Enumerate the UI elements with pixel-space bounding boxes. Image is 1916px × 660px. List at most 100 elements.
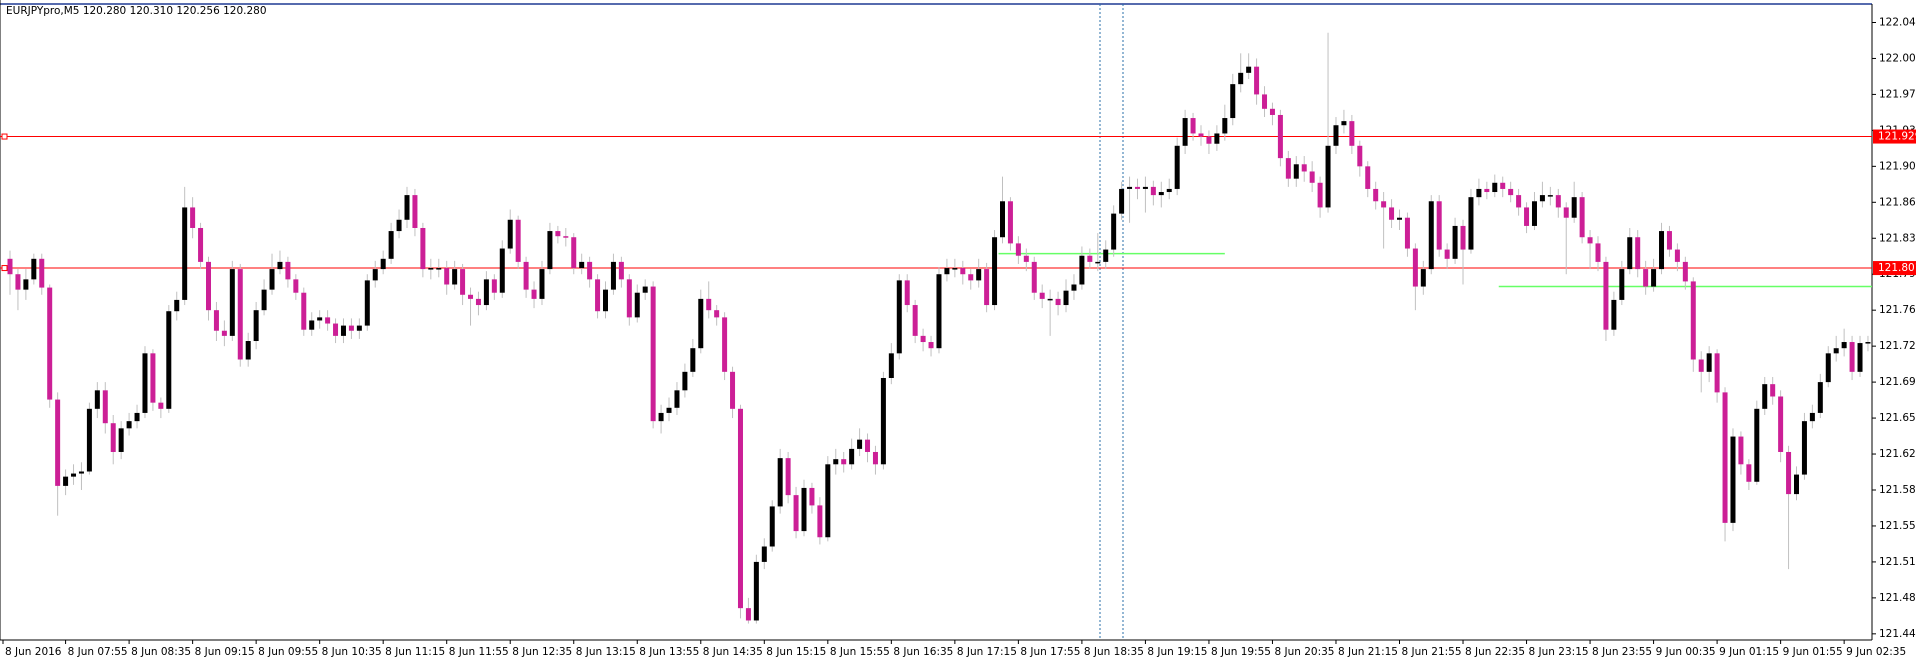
x-tick-label: 8 Jun 09:15 bbox=[195, 646, 255, 658]
candle-body bbox=[833, 459, 839, 465]
candle-body bbox=[698, 298, 704, 349]
candle-body bbox=[86, 408, 92, 472]
x-tick-label: 8 Jun 23:55 bbox=[1592, 646, 1652, 658]
candle-body bbox=[603, 289, 608, 312]
candle-body bbox=[1182, 118, 1188, 146]
candle-body bbox=[15, 274, 21, 290]
candle-body bbox=[198, 227, 204, 262]
candle-body bbox=[1007, 201, 1013, 244]
candle-body bbox=[1841, 342, 1847, 349]
candle-body bbox=[1436, 201, 1442, 250]
candle-body bbox=[587, 261, 593, 280]
candle-body bbox=[1095, 261, 1101, 264]
y-tick-label: 121.970 bbox=[1879, 88, 1916, 100]
candle-body bbox=[63, 476, 69, 486]
x-tick-label: 8 Jun 17:55 bbox=[1020, 646, 1080, 658]
candle-body bbox=[1468, 197, 1474, 250]
candle-body bbox=[142, 353, 148, 413]
candle-body bbox=[1531, 201, 1537, 226]
candle-body bbox=[190, 207, 196, 228]
candle-body bbox=[968, 274, 974, 281]
y-tick-label: 121.760 bbox=[1879, 304, 1916, 316]
price-label: 121.801 bbox=[1878, 262, 1916, 274]
candle-body bbox=[325, 317, 331, 324]
candle-body bbox=[71, 473, 77, 477]
candle-body bbox=[1150, 186, 1156, 196]
candle-body bbox=[547, 231, 553, 270]
candle-body bbox=[896, 280, 902, 354]
candle-body bbox=[78, 471, 84, 474]
candle-body bbox=[182, 207, 188, 300]
candle-body bbox=[793, 495, 799, 532]
candle-body bbox=[722, 317, 728, 372]
candle-body bbox=[1682, 261, 1688, 282]
candle-body bbox=[1230, 84, 1236, 119]
candle-body bbox=[1666, 231, 1672, 250]
candle-body bbox=[404, 195, 410, 220]
candle-body bbox=[563, 236, 569, 238]
candle-body bbox=[682, 371, 688, 391]
y-tick-label: 121.585 bbox=[1879, 484, 1916, 496]
candle-body bbox=[1277, 114, 1283, 159]
candle-body bbox=[1698, 359, 1704, 372]
candle-body bbox=[666, 407, 672, 413]
chart-title: EURJPYpro,M5 120.280 120.310 120.256 120… bbox=[6, 5, 267, 17]
candle-body bbox=[1214, 133, 1220, 144]
candle-body bbox=[1674, 249, 1680, 262]
candle-body bbox=[1563, 207, 1569, 218]
candle-body bbox=[1476, 188, 1482, 198]
price-labels: 121.929 121.801 bbox=[1873, 129, 1916, 276]
candle-body bbox=[1857, 343, 1863, 372]
price-label-box bbox=[1873, 261, 1916, 276]
x-tick-label: 8 Jun 15:55 bbox=[830, 646, 890, 658]
x-tick-label: 9 Jun 01:55 bbox=[1783, 646, 1843, 658]
x-tick-label: 8 Jun 23:15 bbox=[1529, 646, 1589, 658]
candle-body bbox=[1087, 255, 1093, 262]
candle-body bbox=[1142, 186, 1148, 189]
x-tick-label: 8 Jun 19:15 bbox=[1147, 646, 1207, 658]
candle-body bbox=[174, 299, 180, 312]
y-tick-label: 121.515 bbox=[1879, 556, 1916, 568]
candle-body bbox=[340, 325, 346, 336]
x-tick-label: 8 Jun 2016 bbox=[5, 646, 62, 658]
candle-body bbox=[507, 219, 513, 249]
candle-body bbox=[1397, 217, 1402, 220]
candle-body bbox=[952, 268, 958, 270]
candle-body bbox=[1357, 145, 1363, 167]
candle-body bbox=[110, 423, 116, 452]
candle-body bbox=[1738, 436, 1744, 465]
candle-body bbox=[1762, 384, 1768, 409]
candle-body bbox=[984, 269, 990, 306]
candle-body bbox=[841, 459, 847, 465]
candle-body bbox=[626, 279, 632, 318]
candle-body bbox=[1047, 298, 1053, 301]
y-tick-label: 121.900 bbox=[1879, 160, 1916, 172]
candle-body bbox=[706, 298, 712, 311]
candle-body bbox=[1365, 166, 1371, 189]
candle-body bbox=[1341, 121, 1347, 126]
candle-body bbox=[825, 464, 831, 538]
candle-body bbox=[126, 421, 132, 429]
x-tick-label: 8 Jun 13:55 bbox=[639, 646, 699, 658]
candle-body bbox=[1389, 207, 1395, 220]
candle-body bbox=[1404, 217, 1410, 249]
y-tick-label: 121.830 bbox=[1879, 232, 1916, 244]
candle-body bbox=[253, 310, 259, 342]
candle-body bbox=[1015, 243, 1021, 256]
candle-body bbox=[1309, 171, 1315, 183]
candle-body bbox=[1031, 261, 1037, 293]
y-tick-label: 121.445 bbox=[1879, 628, 1916, 640]
candle-body bbox=[31, 258, 37, 280]
candle-body bbox=[102, 390, 108, 424]
candle-body bbox=[1206, 136, 1212, 144]
candle-body bbox=[690, 348, 696, 372]
candle-body bbox=[428, 268, 434, 270]
candle-body bbox=[1198, 133, 1204, 137]
candle-body bbox=[118, 428, 124, 452]
candle-body bbox=[595, 279, 601, 312]
price-line-handle bbox=[1, 133, 8, 140]
x-tick-label: 9 Jun 00:35 bbox=[1656, 646, 1716, 658]
x-tick-label: 8 Jun 12:35 bbox=[512, 646, 572, 658]
candle-body bbox=[388, 231, 394, 259]
